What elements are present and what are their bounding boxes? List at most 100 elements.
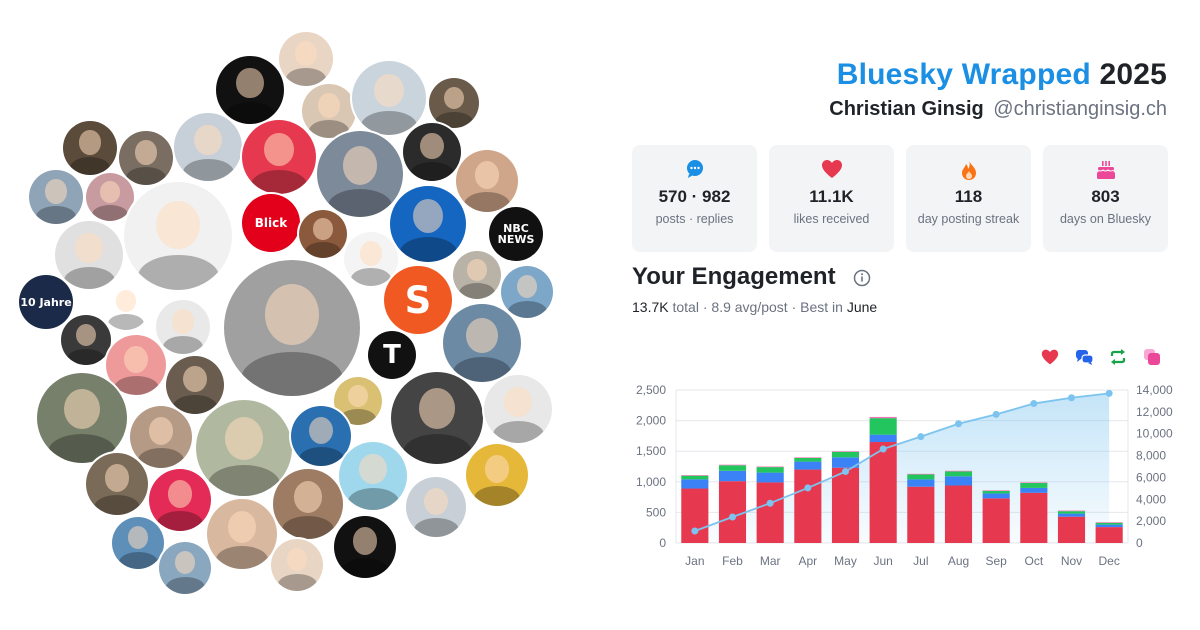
avatar	[207, 499, 277, 569]
avatar-label: Blick	[254, 216, 288, 230]
y-right-tick-label: 0	[1136, 536, 1143, 550]
bar-segment	[944, 476, 973, 486]
avatar	[156, 300, 210, 354]
x-tick-label: Jan	[685, 554, 704, 568]
page-title: Bluesky Wrapped 2025	[829, 58, 1167, 92]
bar-segment	[831, 467, 860, 543]
cumulative-line	[694, 392, 1110, 532]
heart-icon	[769, 159, 894, 181]
engagement-chart: 0 500 1,000 1,500 2,000 2,500 0 2,000 4,000 6,000…	[636, 383, 1173, 568]
avatar	[106, 335, 166, 395]
x-tick-label: Sep	[985, 554, 1007, 568]
bar-segment	[831, 457, 860, 468]
engagement-average: 8.9 avg/post	[711, 299, 788, 315]
bar-segment	[869, 434, 897, 443]
bar-segment	[718, 464, 747, 466]
bar-segment	[869, 416, 897, 419]
bar-segment	[907, 486, 935, 543]
stat-value: 118	[954, 187, 983, 206]
cake-icon	[1043, 159, 1168, 181]
cumulative-point	[842, 468, 849, 476]
cumulative-point	[804, 484, 812, 492]
y-right-tick-label: 14,000	[1136, 383, 1173, 397]
bar-segment	[794, 469, 822, 543]
bar-segment	[718, 465, 747, 471]
bar-segment	[1057, 516, 1086, 543]
bar-segment	[1020, 487, 1048, 493]
avatar: T	[368, 331, 416, 379]
avatar	[339, 442, 407, 510]
bar-segment	[681, 475, 709, 480]
info-icon[interactable]	[853, 269, 871, 292]
engagement-total: 13.7K	[632, 299, 669, 315]
cumulative-point	[879, 445, 887, 453]
year-title: 2025	[1099, 58, 1167, 91]
y-left-tick-label: 1,000	[636, 475, 666, 489]
brand-title: Bluesky Wrapped	[836, 58, 1091, 91]
y-left-tick-label: 2,000	[636, 414, 666, 428]
engagement-best-prefix: Best in	[800, 299, 843, 315]
avatar	[124, 182, 232, 290]
avatar-cloud: Blick NBC NEWS 10 Jahre S T	[19, 32, 553, 594]
bar-segment	[907, 474, 935, 480]
bar-segment	[869, 442, 897, 543]
bar-segment	[944, 471, 973, 477]
avatar	[299, 210, 347, 258]
bar-segment	[982, 493, 1010, 499]
avatar	[403, 123, 461, 181]
bar-segment	[718, 470, 747, 482]
bar-segment	[944, 470, 973, 472]
stat-label: days on Bluesky	[1059, 212, 1152, 226]
stat-label: day posting streak	[917, 212, 1020, 226]
stat-card-streak: 118 day posting streak	[906, 145, 1031, 252]
stat-card-likes: 11.1K likes received	[769, 145, 894, 252]
avatar	[55, 221, 123, 289]
bar-segment	[1020, 492, 1048, 543]
bar-segment	[982, 490, 1010, 491]
bar-segment	[1057, 513, 1086, 517]
heart-icon	[1041, 348, 1059, 366]
bar-segment	[982, 490, 1010, 494]
avatar	[130, 406, 192, 468]
stat-value: 570 · 982	[658, 187, 731, 206]
y-left-tick-label: 1,500	[636, 444, 666, 458]
x-tick-label: Aug	[948, 554, 969, 568]
engagement-best-month: June	[846, 299, 878, 315]
cumulative-point	[955, 420, 962, 428]
avatar	[102, 282, 150, 330]
cumulative-point	[1030, 400, 1038, 408]
cumulative-point	[1068, 394, 1075, 402]
reply-icon	[1075, 348, 1094, 366]
avatar	[196, 400, 292, 496]
bar-segment	[1095, 524, 1123, 528]
avatar-label: 10 Jahre	[20, 295, 72, 309]
user-line: Christian Ginsig @christianginsig.ch	[829, 98, 1167, 121]
repost-icon	[1109, 348, 1127, 366]
avatar	[279, 32, 333, 86]
y-left-tick-label: 0	[659, 536, 666, 550]
cumulative-point	[992, 410, 1000, 418]
avatar-label: NBC NEWS	[497, 222, 535, 246]
cumulative-point	[766, 499, 774, 507]
avatar: S	[384, 266, 452, 334]
x-tick-label: Oct	[1024, 554, 1043, 568]
flame-icon	[906, 159, 1031, 181]
engagement-title: Your Engagement	[632, 263, 836, 290]
x-tick-label: Nov	[1061, 554, 1082, 568]
y-left-tick-label: 2,500	[636, 383, 666, 397]
bar-segment	[794, 461, 822, 470]
bar-segment	[1095, 522, 1123, 523]
avatar-label: T	[383, 340, 401, 370]
bar-segment	[756, 482, 784, 543]
x-tick-label: Feb	[722, 554, 743, 568]
avatar	[271, 539, 323, 591]
avatar: NBC NEWS	[489, 207, 543, 261]
avatar	[443, 304, 521, 382]
bar-segment	[794, 457, 822, 458]
avatar	[466, 444, 528, 506]
cumulative-point	[1105, 389, 1113, 397]
avatar	[429, 78, 479, 128]
quote-icon	[1143, 348, 1161, 366]
bar-segment	[681, 488, 709, 543]
bar-segment	[944, 485, 973, 543]
